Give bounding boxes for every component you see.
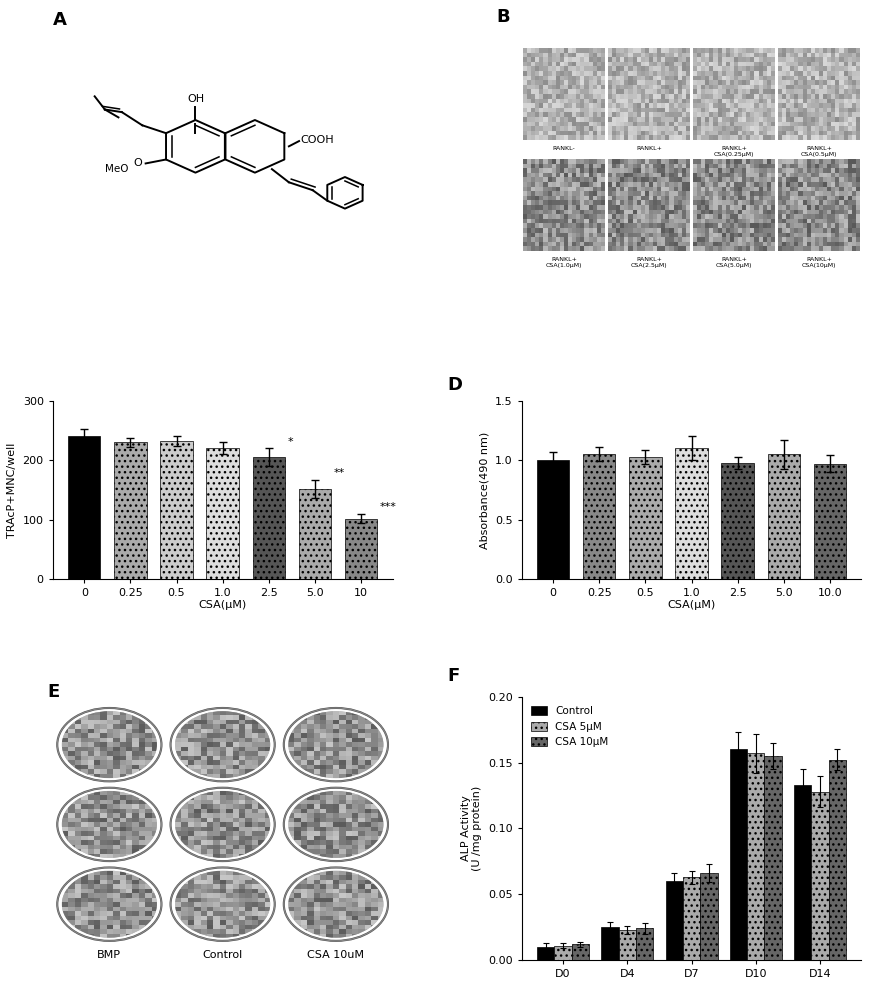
Bar: [554, 946, 571, 960]
Text: OH: OH: [187, 94, 204, 104]
Circle shape: [175, 791, 270, 858]
Text: E: E: [47, 683, 59, 701]
Bar: [571, 944, 588, 960]
Text: RANKL+
CSA(2.5μM): RANKL+ CSA(2.5μM): [630, 257, 666, 268]
Bar: [729, 749, 746, 960]
Bar: [160, 441, 192, 579]
Y-axis label: Absorbance(490 nm): Absorbance(490 nm): [479, 431, 489, 549]
Circle shape: [61, 791, 157, 858]
Text: **: **: [333, 468, 344, 478]
Bar: [252, 457, 284, 579]
Bar: [674, 448, 707, 579]
Text: RANKL+
CSA(0.5μM): RANKL+ CSA(0.5μM): [800, 146, 836, 157]
Circle shape: [284, 708, 387, 781]
Bar: [636, 928, 652, 960]
Circle shape: [57, 867, 162, 941]
Text: RANKL+
CSA(5.0μM): RANKL+ CSA(5.0μM): [715, 257, 752, 268]
Y-axis label: ALP Activity
(U /mg protein): ALP Activity (U /mg protein): [460, 786, 482, 871]
Bar: [536, 460, 569, 579]
Bar: [299, 489, 331, 579]
Bar: [828, 760, 845, 960]
Bar: [582, 454, 615, 579]
Circle shape: [170, 708, 275, 781]
Bar: [721, 463, 753, 579]
Legend: Control, CSA 5μM, CSA 10μM: Control, CSA 5μM, CSA 10μM: [526, 702, 612, 751]
Bar: [764, 756, 781, 960]
Bar: [766, 454, 799, 579]
Circle shape: [288, 711, 383, 778]
X-axis label: CSA(μM): CSA(μM): [666, 600, 715, 610]
Bar: [746, 753, 764, 960]
Text: A: A: [53, 11, 67, 29]
Circle shape: [288, 871, 383, 938]
Text: O: O: [133, 158, 142, 168]
Text: ***: ***: [379, 502, 396, 512]
Circle shape: [284, 788, 387, 861]
Bar: [536, 947, 554, 960]
Bar: [68, 436, 100, 579]
Circle shape: [57, 788, 162, 861]
Text: RANKL-: RANKL-: [552, 146, 575, 151]
Text: B: B: [495, 8, 509, 26]
Circle shape: [175, 871, 270, 938]
Circle shape: [57, 708, 162, 781]
Circle shape: [175, 711, 270, 778]
Text: RANKL+
CSA(0.25μM): RANKL+ CSA(0.25μM): [713, 146, 753, 157]
Text: D: D: [446, 376, 461, 394]
Text: RANKL+: RANKL+: [636, 146, 661, 151]
Text: RANKL+
CSA(10μM): RANKL+ CSA(10μM): [801, 257, 835, 268]
Bar: [810, 792, 828, 960]
Text: MeO: MeO: [105, 164, 128, 174]
Y-axis label: TRAcP+MNC/well: TRAcP+MNC/well: [7, 442, 17, 538]
Circle shape: [170, 788, 275, 861]
Bar: [601, 927, 618, 960]
Bar: [793, 785, 810, 960]
Bar: [813, 464, 845, 579]
Bar: [682, 877, 700, 960]
Text: *: *: [287, 437, 292, 447]
Bar: [665, 881, 682, 960]
Text: COOH: COOH: [300, 135, 334, 145]
Text: CSA 10uM: CSA 10uM: [307, 950, 364, 960]
Circle shape: [61, 711, 157, 778]
Bar: [206, 448, 239, 579]
Text: RANKL+
CSA(1.0μM): RANKL+ CSA(1.0μM): [545, 257, 582, 268]
Text: Control: Control: [202, 950, 242, 960]
Circle shape: [61, 871, 157, 938]
Circle shape: [284, 867, 387, 941]
Bar: [344, 519, 377, 579]
Bar: [114, 442, 147, 579]
X-axis label: CSA(μM): CSA(μM): [198, 600, 247, 610]
Bar: [618, 930, 636, 960]
Circle shape: [170, 867, 275, 941]
Bar: [629, 457, 661, 579]
Text: BMP: BMP: [97, 950, 121, 960]
Circle shape: [288, 791, 383, 858]
Text: F: F: [446, 667, 458, 685]
Bar: [700, 873, 716, 960]
